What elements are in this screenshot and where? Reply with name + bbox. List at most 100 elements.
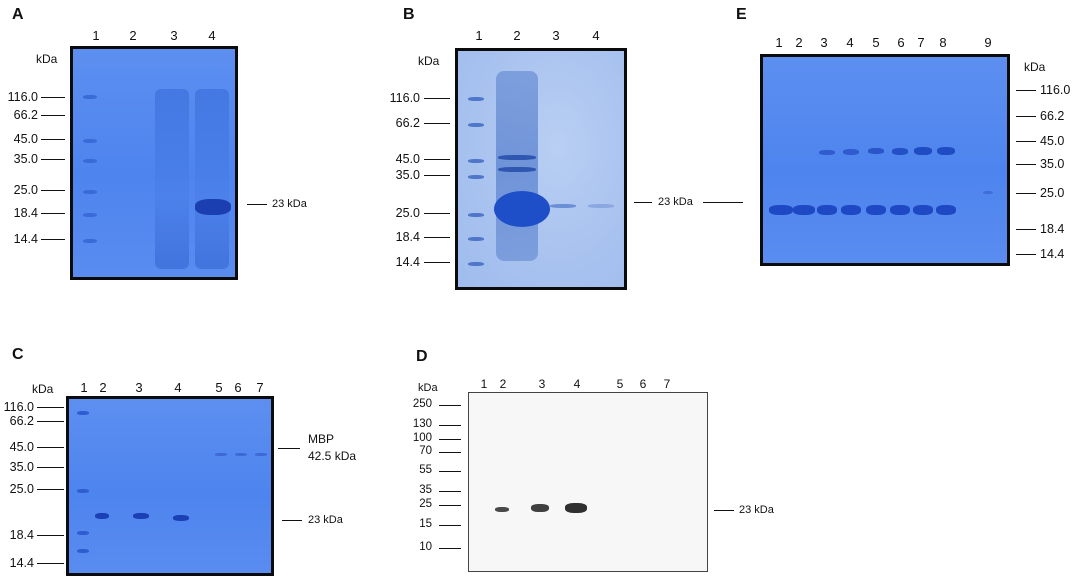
- marker-label: 116.0: [7, 90, 38, 104]
- marker-label: 14.4: [13, 232, 38, 246]
- blot-band: [565, 503, 587, 513]
- marker-label: 35.0: [1040, 157, 1065, 171]
- gel-band: [95, 513, 109, 519]
- gel-band: [133, 513, 149, 519]
- marker-label: 250: [412, 398, 432, 410]
- gel-band-23kda: [494, 191, 550, 227]
- gel-band: [890, 205, 910, 215]
- gel-band: [83, 239, 97, 243]
- blot-band: [531, 504, 549, 512]
- lane-label: 3: [552, 28, 560, 43]
- marker-label: 15: [419, 518, 432, 530]
- gel-band: [468, 213, 484, 217]
- lane-label: 1: [480, 377, 488, 391]
- gel-image: [760, 54, 1010, 266]
- annotation-23kda: 23 kDa: [308, 514, 343, 526]
- marker-tick: [424, 213, 450, 215]
- kda-axis-label: kDa: [418, 382, 438, 394]
- lane-label: 7: [917, 35, 925, 50]
- marker-tick: [424, 159, 450, 161]
- annotation-line: [703, 202, 743, 204]
- gel-band: [983, 191, 993, 194]
- gel-band: [77, 411, 89, 415]
- marker-label: 45.0: [395, 152, 420, 166]
- marker-tick: [37, 407, 64, 409]
- marker-tick: [439, 525, 461, 527]
- gel-band: [913, 205, 933, 215]
- marker-label: 66.2: [9, 414, 34, 428]
- marker-tick: [424, 98, 450, 100]
- marker-label: 35.0: [13, 152, 38, 166]
- marker-tick: [1016, 164, 1036, 166]
- marker-label: 100: [412, 432, 432, 444]
- annotation-line: [634, 202, 652, 204]
- marker-label: 35.0: [9, 460, 34, 474]
- marker-label: 25.0: [1040, 186, 1065, 200]
- kda-axis-label: kDa: [36, 52, 58, 66]
- marker-label: 18.4: [395, 230, 420, 244]
- marker-tick: [424, 237, 450, 239]
- marker-tick: [439, 452, 461, 454]
- marker-tick: [41, 97, 65, 99]
- gel-band: [77, 489, 89, 493]
- panel-label: B: [403, 6, 415, 23]
- gel-band: [498, 155, 536, 160]
- annotation-mbp-size: 42.5 kDa: [308, 449, 357, 463]
- panel-label: D: [416, 348, 428, 365]
- lane-label: 1: [80, 380, 88, 395]
- lane-label: 3: [538, 377, 546, 391]
- marker-label: 45.0: [9, 440, 34, 454]
- lane-label: 1: [775, 35, 783, 50]
- gel-band: [468, 237, 484, 241]
- gel-band: [468, 159, 484, 163]
- marker-tick: [37, 535, 64, 537]
- gel-band: [83, 95, 97, 99]
- marker-label: 116.0: [389, 91, 420, 105]
- marker-tick: [41, 239, 65, 241]
- gel-band-23kda: [195, 199, 231, 215]
- marker-tick: [439, 548, 461, 550]
- marker-tick: [1016, 229, 1036, 231]
- panel-label: E: [736, 6, 747, 23]
- marker-tick: [41, 159, 65, 161]
- gel-band: [255, 453, 267, 456]
- gel-band: [468, 123, 484, 127]
- marker-tick: [424, 175, 450, 177]
- gel-band: [215, 453, 227, 456]
- marker-tick: [424, 262, 450, 264]
- annotation-mbp: MBP: [308, 432, 335, 446]
- marker-label: 14.4: [1040, 247, 1065, 261]
- gel-band: [83, 159, 97, 163]
- marker-tick: [41, 139, 65, 141]
- marker-label: 18.4: [1040, 222, 1065, 236]
- marker-tick: [1016, 90, 1036, 92]
- gel-smear: [155, 89, 189, 269]
- lane-label: 1: [475, 28, 483, 43]
- lane-label: 4: [573, 377, 581, 391]
- panel-label: C: [12, 346, 24, 363]
- lane-label: 1: [92, 28, 100, 43]
- gel-band: [936, 205, 956, 215]
- marker-label: 45.0: [13, 132, 38, 146]
- lane-label: 6: [639, 377, 647, 391]
- lane-label: 4: [592, 28, 600, 43]
- marker-label: 25.0: [13, 183, 38, 197]
- annotation-23kda: 23 kDa: [272, 198, 307, 210]
- marker-label: 18.4: [13, 206, 38, 220]
- lane-label: 2: [129, 28, 137, 43]
- gel-band: [793, 205, 815, 215]
- gel-band: [866, 205, 886, 215]
- gel-band: [83, 139, 97, 143]
- annotation-23kda: 23 kDa: [739, 504, 774, 516]
- marker-tick: [41, 190, 65, 192]
- marker-label: 66.2: [13, 108, 38, 122]
- marker-label: 70: [419, 445, 432, 457]
- marker-label: 25: [419, 498, 432, 510]
- marker-label: 66.2: [395, 116, 420, 130]
- lane-label: 2: [795, 35, 803, 50]
- lane-label: 4: [174, 380, 182, 395]
- gel-image: [455, 48, 627, 290]
- panel-a: A 1 2 3 4 kDa 116.0 66.2 45.0 35.0 25.0 …: [0, 0, 307, 300]
- gel-band: [588, 204, 614, 208]
- marker-label: 35: [419, 484, 432, 496]
